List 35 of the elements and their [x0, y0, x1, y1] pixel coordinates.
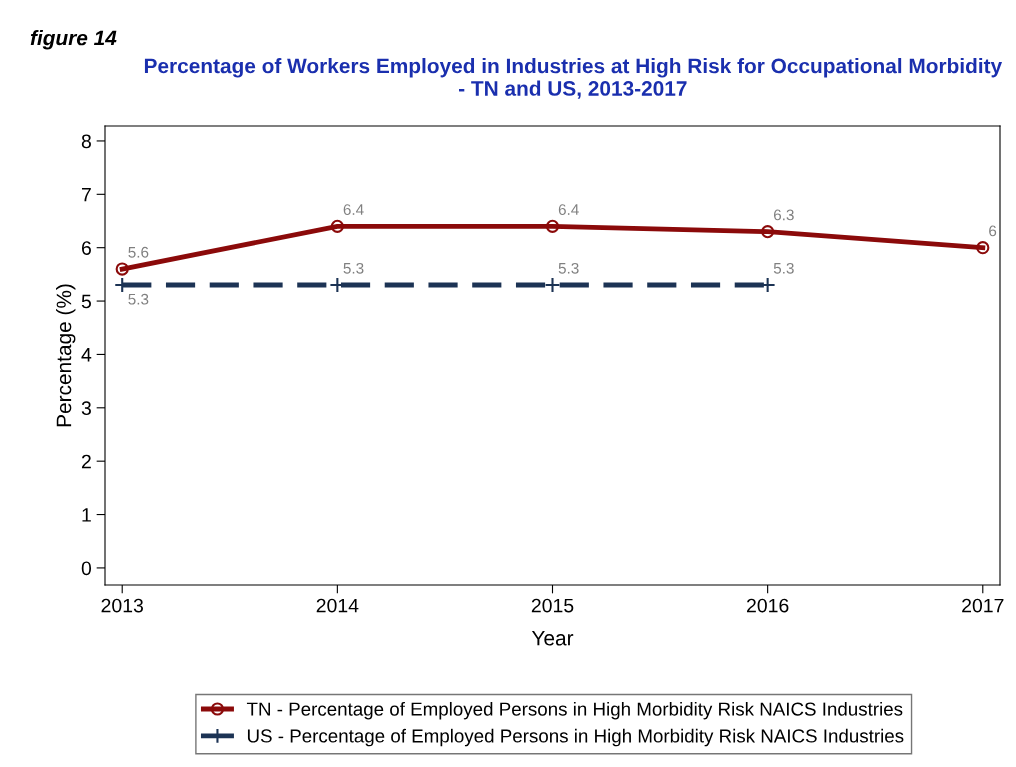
point [330, 219, 344, 233]
data-label: 5.3 [558, 262, 579, 274]
y-tick-label: 8 [81, 134, 91, 149]
x-tick-label: 2013 [101, 598, 143, 613]
data-label: 6.4 [558, 204, 579, 215]
y-tick-label: 2 [81, 454, 91, 469]
point [976, 241, 990, 255]
legend-label: TN - Percentage of Employed Persons in High Morbidity Risk NAICS Industries [246, 701, 903, 720]
y-tick-label: 6 [81, 241, 91, 255]
data-label: 5.6 [128, 246, 149, 258]
x-tick-label: 2014 [316, 598, 359, 613]
x-axis-title: Year [531, 630, 574, 646]
chart-title: Percentage of Workers Employed in Industries at High Risk for Occupational Morbidity - TN and US, 2013-2017 [144, 58, 1003, 99]
data-label: 6.3 [773, 209, 794, 221]
y-tick-label: 0 [81, 561, 92, 576]
legend-label: US - Percentage of Employed Persons in High Morbidity Risk NAICS Industries [247, 728, 904, 747]
y-tick-label: 1 [82, 508, 91, 522]
x-tick-label: 2016 [747, 598, 789, 613]
point [115, 262, 129, 276]
y-tick-label: 7 [81, 187, 91, 202]
caption: figure 14 [30, 30, 117, 50]
x-tick-label: 2017 [962, 598, 1004, 613]
y-axis-title: Percentage (%) [56, 284, 76, 427]
data-label: 5.3 [128, 293, 149, 305]
point [761, 225, 775, 239]
point [544, 277, 561, 294]
y-tick-label: 4 [81, 348, 92, 362]
data-label: 5.3 [343, 262, 364, 274]
data-label: 6.4 [343, 204, 364, 215]
y-tick-label: 3 [81, 401, 91, 416]
point [545, 219, 560, 233]
data-label: 5.3 [773, 262, 794, 274]
y-tick-label: 5 [81, 294, 91, 309]
x-tick-label: 2015 [531, 598, 574, 613]
data-label: 6 [989, 225, 997, 237]
